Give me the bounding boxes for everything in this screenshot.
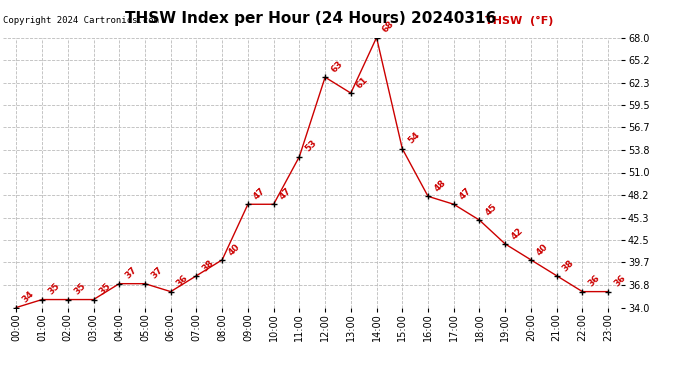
Text: 61: 61: [355, 75, 371, 90]
Text: Copyright 2024 Cartronics.com: Copyright 2024 Cartronics.com: [3, 16, 159, 25]
Text: 53: 53: [304, 139, 319, 154]
Text: THSW Index per Hour (24 Hours) 20240316: THSW Index per Hour (24 Hours) 20240316: [125, 11, 496, 26]
Text: 36: 36: [612, 274, 627, 289]
Text: 35: 35: [46, 282, 61, 297]
Text: 63: 63: [329, 59, 344, 74]
Text: 47: 47: [252, 186, 268, 201]
Text: 68: 68: [381, 20, 396, 35]
Text: 37: 37: [149, 266, 164, 281]
Text: THSW  (°F): THSW (°F): [485, 16, 553, 26]
Text: 42: 42: [509, 226, 524, 241]
Text: 40: 40: [535, 242, 551, 257]
Text: 54: 54: [406, 130, 422, 146]
Text: 34: 34: [21, 290, 36, 305]
Text: 45: 45: [484, 202, 499, 217]
Text: 35: 35: [72, 282, 87, 297]
Text: 37: 37: [124, 266, 139, 281]
Text: 48: 48: [432, 178, 448, 194]
Text: 47: 47: [458, 186, 473, 201]
Text: 47: 47: [278, 186, 293, 201]
Text: 35: 35: [98, 282, 113, 297]
Text: 38: 38: [561, 258, 576, 273]
Text: 38: 38: [201, 258, 216, 273]
Text: 40: 40: [226, 242, 242, 257]
Text: 36: 36: [175, 274, 190, 289]
Text: 36: 36: [586, 274, 602, 289]
